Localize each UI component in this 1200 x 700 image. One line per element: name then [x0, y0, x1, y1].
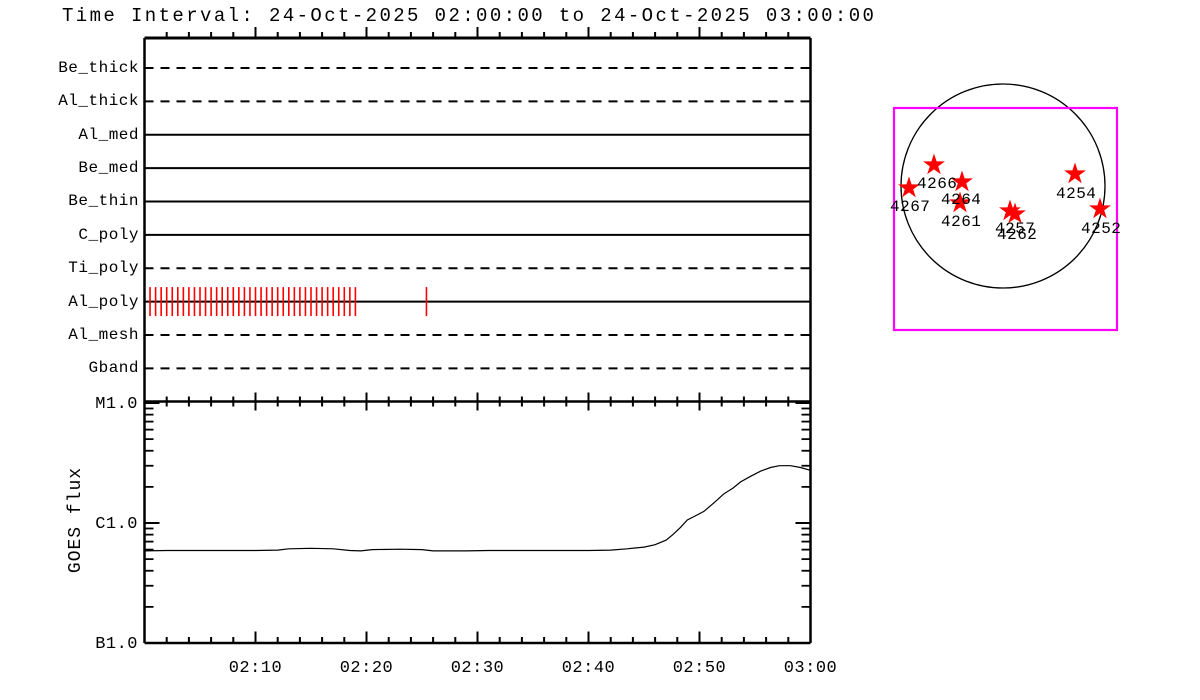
filter-row-label-Al_poly: Al_poly [68, 292, 139, 311]
ar-star-4262 [1004, 202, 1026, 224]
goes-ytick-M1.0: M1.0 [95, 395, 138, 414]
goes-log-ticks [144, 402, 811, 644]
filter-row-label-Al_med: Al_med [78, 125, 139, 144]
ar-label-4261: 4261 [941, 213, 982, 231]
goes-flux-line [144, 465, 811, 552]
ar-star-4264 [951, 170, 973, 192]
sun-map [892, 83, 1119, 332]
ar-label-4264: 4264 [941, 191, 982, 209]
filter-row-label-Al_mesh: Al_mesh [68, 325, 139, 344]
ar-label-4262: 4262 [997, 226, 1038, 244]
ar-star-4266 [923, 153, 945, 175]
filter-row-label-Ti_poly: Ti_poly [68, 259, 139, 278]
ar-label-4267: 4267 [890, 198, 931, 216]
ar-label-4257: 4257 [995, 220, 1036, 238]
filter-row-label-Be_med: Be_med [78, 159, 139, 178]
filter-row-label-Be_thin: Be_thin [68, 192, 139, 211]
x-tick-label-02:40: 02:40 [561, 659, 616, 678]
x-tick-label-03:00: 03:00 [783, 659, 838, 678]
x-tick-label-02:10: 02:10 [228, 659, 283, 678]
ar-star-4254 [1064, 162, 1086, 184]
goes-ytick-C1.0: C1.0 [95, 515, 138, 534]
fov-box [892, 106, 1119, 332]
ar-star-4257 [999, 199, 1021, 221]
filter-row-label-Be_thick: Be_thick [58, 59, 139, 77]
ar-label-4266: 4266 [917, 175, 958, 193]
goes-ytick-B1.0: B1.0 [95, 635, 138, 654]
time-axis-ticks [165, 27, 790, 643]
goes-flux-curve [144, 465, 811, 552]
panel-frames [143, 36, 812, 645]
ar-label-4254: 4254 [1056, 185, 1097, 203]
x-tick-label-02:50: 02:50 [672, 659, 727, 678]
filter-row-label-C_poly: C_poly [78, 225, 139, 244]
ar-star-4252 [1089, 197, 1111, 219]
filter-row-label-Gband: Gband [88, 359, 139, 378]
plot-title: Time Interval: 24-Oct-2025 02:00:00 to 2… [62, 5, 877, 27]
ar-label-4252: 4252 [1081, 220, 1122, 238]
filter-row-lines [144, 67, 811, 370]
ar-star-4267 [898, 176, 920, 198]
x-tick-label-02:30: 02:30 [450, 659, 505, 678]
ar-star-4261 [949, 191, 971, 213]
filter-row-label-Al_thick: Al_thick [58, 92, 139, 111]
x-tick-label-02:20: 02:20 [339, 659, 394, 678]
